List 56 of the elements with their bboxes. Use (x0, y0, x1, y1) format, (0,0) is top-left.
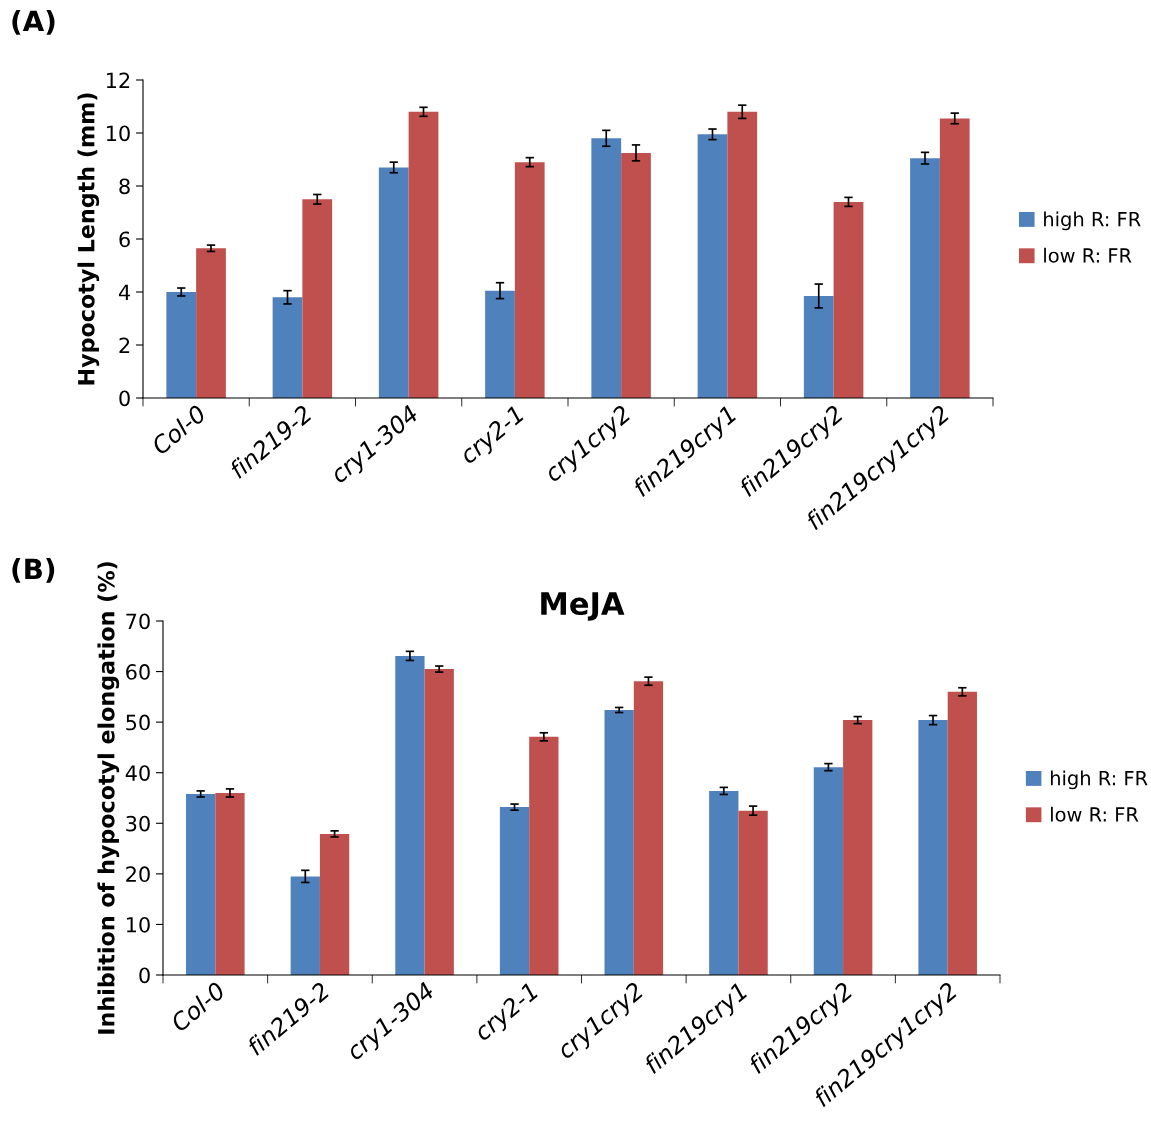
bar (918, 720, 948, 975)
bar (166, 292, 197, 398)
bar (196, 248, 226, 398)
bar (186, 793, 216, 975)
chart-title: MeJA (541, 592, 625, 621)
bar (803, 295, 834, 398)
bar (621, 152, 651, 398)
bar (697, 134, 728, 398)
bar (408, 111, 439, 398)
y-tick-label: 60 (126, 664, 150, 680)
bar (499, 807, 530, 975)
bar (302, 199, 333, 398)
bar (738, 810, 768, 975)
bar (485, 290, 515, 398)
bar (910, 158, 940, 398)
bar (939, 118, 970, 398)
bar (833, 201, 864, 398)
y-tick-label: 50 (126, 714, 150, 731)
legend-label: high R: FR (1050, 770, 1148, 790)
y-tick-label: 4 (118, 284, 131, 300)
bar (319, 833, 350, 975)
bar (947, 691, 977, 975)
y-tick-label: 6 (119, 231, 130, 248)
y-tick-label: 8 (119, 178, 130, 195)
y-tick-label: 2 (119, 337, 130, 353)
bar (843, 720, 873, 975)
bar (727, 111, 758, 398)
bar (272, 297, 303, 398)
y-tick-label: 12 (106, 72, 130, 88)
text: (B) (12, 558, 55, 583)
y-tick-label: 0 (139, 967, 150, 984)
bar (514, 162, 545, 398)
legend-label: low R: FR (1051, 806, 1139, 822)
y-tick-label: 10 (126, 916, 150, 933)
y-tick-label: 30 (126, 815, 150, 832)
y-tick-label: 70 (126, 613, 150, 630)
y-tick-label: 20 (126, 866, 150, 883)
y-tick-label: 0 (119, 390, 130, 407)
bar (424, 669, 454, 975)
y-axis-title: Inhibition of hypocotyl elongation (%) (97, 562, 120, 1034)
bar (529, 736, 559, 975)
y-tick-label: 10 (106, 125, 130, 142)
y-tick-label: 40 (125, 765, 150, 781)
y-axis-title: Hypocotyl Length (mm) (77, 93, 100, 385)
bar (709, 790, 739, 975)
bar (378, 167, 409, 398)
bar (290, 876, 320, 975)
bar (604, 710, 634, 975)
bar (395, 655, 425, 975)
bar (591, 138, 622, 398)
bar (215, 792, 245, 975)
legend-label: high R: FR (1044, 211, 1141, 231)
text: (A) (12, 10, 55, 35)
bar (813, 767, 844, 975)
legend-label: low R: FR (1044, 247, 1132, 263)
bar (633, 681, 664, 975)
